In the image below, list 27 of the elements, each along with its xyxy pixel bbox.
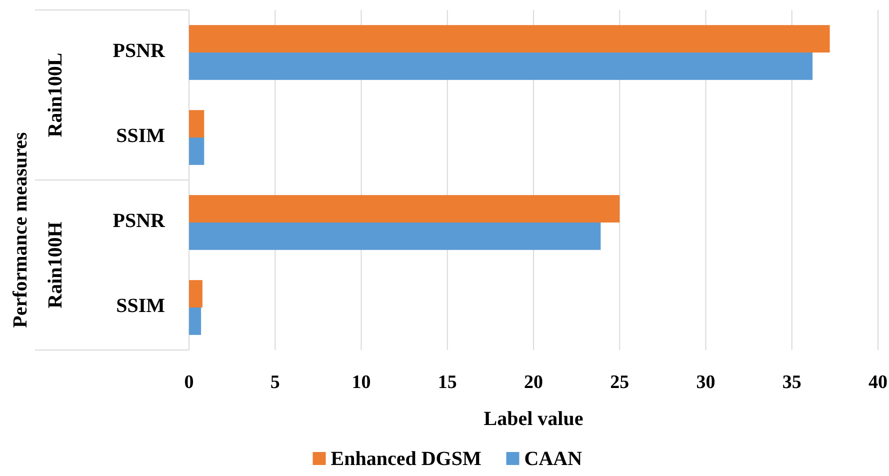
y-tick-label: SSIM	[116, 295, 166, 318]
bar	[189, 280, 202, 308]
x-axis-title: Label value	[484, 408, 584, 430]
bar	[189, 195, 620, 222]
x-tick-label: 25	[610, 372, 630, 393]
bar	[189, 25, 830, 52]
y-axis-title: Performance measures	[10, 132, 32, 328]
bar	[189, 138, 204, 165]
text: Rain100H	[44, 221, 67, 308]
x-tick-label: 20	[524, 372, 543, 393]
y-tick-label: SSIM	[116, 125, 166, 148]
x-tick-label: 40	[868, 372, 888, 393]
x-tick-label: 10	[352, 372, 371, 393]
x-tick-label: 35	[782, 372, 802, 393]
y-tick-label: PSNR	[112, 40, 166, 62]
bar	[189, 308, 202, 335]
bar	[189, 222, 601, 250]
legend-label: CAAN	[524, 448, 583, 470]
bar	[189, 52, 813, 80]
x-tick-label: 15	[438, 372, 457, 393]
y-tick-label: PSNR	[112, 210, 166, 232]
x-tick-label: 0	[184, 372, 194, 393]
text: Rain100L	[44, 52, 67, 138]
x-tick-label: 30	[696, 372, 716, 393]
legend-label: Enhanced DGSM	[330, 448, 482, 470]
bar	[189, 110, 204, 138]
x-tick-label: 5	[270, 372, 280, 393]
